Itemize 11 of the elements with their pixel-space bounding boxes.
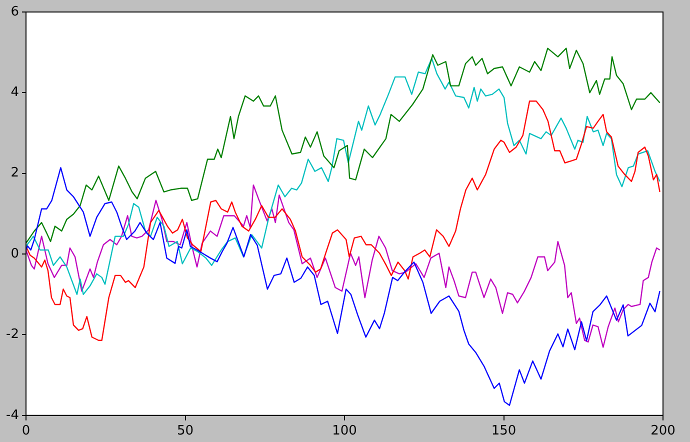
y-tick-label: 4 xyxy=(10,85,19,100)
y-tick-label: 0 xyxy=(10,246,19,262)
x-tick-label: 200 xyxy=(650,424,676,439)
y-tick-label: -4 xyxy=(6,408,19,423)
y-tick-label: 2 xyxy=(10,166,19,181)
x-tick-label: 0 xyxy=(22,424,30,439)
x-tick-label: 100 xyxy=(332,424,357,439)
x-tick-label: 150 xyxy=(491,424,516,439)
y-tick-label: 6 xyxy=(10,4,19,20)
x-tick-label: 50 xyxy=(176,424,194,439)
y-tick-label: -2 xyxy=(6,327,19,342)
